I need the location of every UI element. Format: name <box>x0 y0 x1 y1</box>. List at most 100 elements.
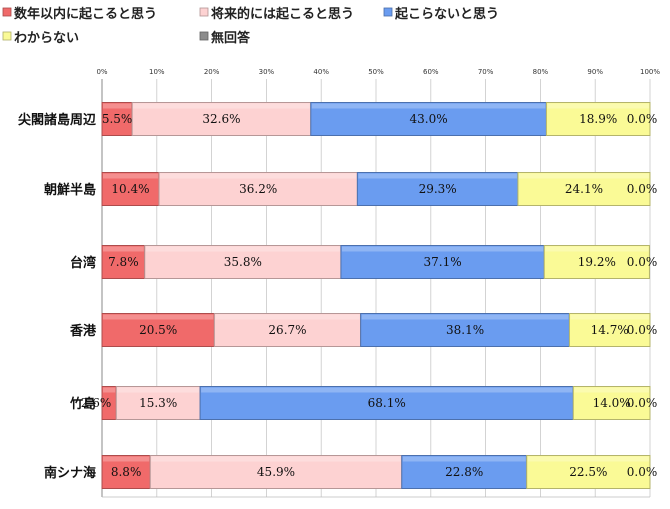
data-label: 22.8% <box>445 465 483 479</box>
x-tick-label: 10% <box>149 68 165 76</box>
bar-highlight <box>103 387 116 393</box>
data-label: 0.0% <box>627 255 658 269</box>
bar-highlight <box>103 173 158 179</box>
x-axis-ticks: 0% 10% 20% 30% 40% 50% 60% 70% 80% 90% 100% <box>96 68 660 76</box>
bar-segment <box>115 386 201 420</box>
bar-highlight <box>103 246 144 252</box>
x-tick-label: 60% <box>423 68 439 76</box>
bar-highlight <box>103 314 214 320</box>
bar-segment <box>401 455 528 489</box>
data-label: 14.7% <box>591 323 629 337</box>
bar-segment <box>356 172 519 206</box>
bar-highlight <box>215 314 360 320</box>
bar-row: 5.5% 32.6% 43.0% 18.9% 0.0% <box>101 102 658 136</box>
legend-label: 将来的には起こると思う <box>211 6 354 22</box>
legend-swatch <box>2 31 12 41</box>
bar-segment <box>144 245 342 279</box>
bar-highlight <box>311 103 546 109</box>
category-label: 尖閣諸島周辺 <box>18 112 96 128</box>
bar-segment <box>526 455 651 489</box>
bar-row: 2.6% 15.3% 68.1% 14.0%0.0% <box>81 386 658 420</box>
legend-item: 将来的には起こると思う <box>199 6 354 22</box>
x-tick-label: 40% <box>313 68 329 76</box>
bar-highlight <box>201 387 573 393</box>
bar-highlight <box>151 456 401 462</box>
bar-highlight <box>159 173 357 179</box>
bar-row: 8.8% 45.9% 22.8% 22.5% 0.0% <box>101 455 657 489</box>
bar-segment <box>543 245 650 279</box>
category-label: 南シナ海 <box>44 465 96 481</box>
x-tick-label: 90% <box>587 68 603 76</box>
bar-segment <box>517 172 651 206</box>
bar-highlight <box>570 314 649 320</box>
bar-segment <box>360 313 570 347</box>
bar-segment <box>149 455 403 489</box>
bar-segment <box>101 455 151 489</box>
legend-item: 起こらないと思う <box>383 6 499 22</box>
bar-highlight <box>103 103 132 109</box>
bar-highlight <box>574 387 649 393</box>
bar-segment <box>158 172 358 206</box>
legend-swatch <box>199 7 209 17</box>
x-tick-label: 100% <box>640 68 660 76</box>
data-label: 19.2% <box>578 255 616 269</box>
bars: 5.5% 32.6% 43.0% 18.9% 0.0% 10.4% 36.2% 29.3% 24… <box>81 102 658 489</box>
bar-highlight <box>358 173 517 179</box>
legend-label: わからない <box>14 31 79 46</box>
legend-item: 数年以内に起こると思う <box>2 6 157 22</box>
bar-highlight <box>341 246 544 252</box>
x-tick-label: 70% <box>478 68 494 76</box>
data-label: 0.0% <box>627 396 658 410</box>
bar-highlight <box>545 246 649 252</box>
data-label: 43.0% <box>410 112 448 126</box>
x-tick-label: 50% <box>368 68 384 76</box>
legend-item: わからない <box>2 31 79 46</box>
bar-segment <box>572 386 651 420</box>
data-label: 38.1% <box>446 323 484 337</box>
data-label: 5.5% <box>102 112 133 126</box>
bar-segment <box>101 172 160 206</box>
x-tick-label: 0% <box>96 68 107 76</box>
bar-segment <box>545 102 651 136</box>
bar-segment <box>568 313 651 347</box>
data-label: 18.9% <box>579 112 617 126</box>
legend-label: 無回答 <box>211 30 251 46</box>
data-label: 24.1% <box>565 182 603 196</box>
data-label: 0.0% <box>627 182 658 196</box>
bar-highlight <box>133 103 310 109</box>
data-label: 0.0% <box>627 323 658 337</box>
legend-swatch <box>2 7 12 17</box>
bar-highlight <box>361 314 569 320</box>
data-label: 68.1% <box>368 396 406 410</box>
data-label: 7.8% <box>108 255 139 269</box>
data-label: 35.8% <box>224 255 262 269</box>
x-tick-label: 30% <box>259 68 275 76</box>
data-label: 36.2% <box>239 182 277 196</box>
data-label: 32.6% <box>202 112 240 126</box>
bar-highlight <box>527 456 649 462</box>
data-label: 2.6% <box>81 396 112 410</box>
x-tick-label: 20% <box>204 68 220 76</box>
bar-segment <box>310 102 547 136</box>
x-tick-label: 80% <box>533 68 549 76</box>
bar-row: 7.8% 35.8% 37.1% 19.2% 0.0% <box>101 245 658 279</box>
bar-highlight <box>117 387 200 393</box>
data-label: 0.0% <box>627 112 658 126</box>
data-label: 37.1% <box>424 255 462 269</box>
legend-item: 無回答 <box>199 30 251 46</box>
bar-segment <box>340 245 545 279</box>
data-label: 20.5% <box>139 323 177 337</box>
data-label: 8.8% <box>111 465 142 479</box>
bar-row: 20.5% 26.7% 38.1% 14.7%0.0% <box>101 313 658 347</box>
bar-highlight <box>402 456 526 462</box>
legend-swatch <box>383 7 393 17</box>
category-label: 竹島 <box>69 396 96 412</box>
bar-segment <box>101 313 215 347</box>
bar-segment <box>213 313 362 347</box>
bar-segment <box>101 245 146 279</box>
legend-label: 起こらないと思う <box>394 6 499 22</box>
legend-label: 数年以内に起こると思う <box>14 6 157 22</box>
data-label: 10.4% <box>111 182 149 196</box>
